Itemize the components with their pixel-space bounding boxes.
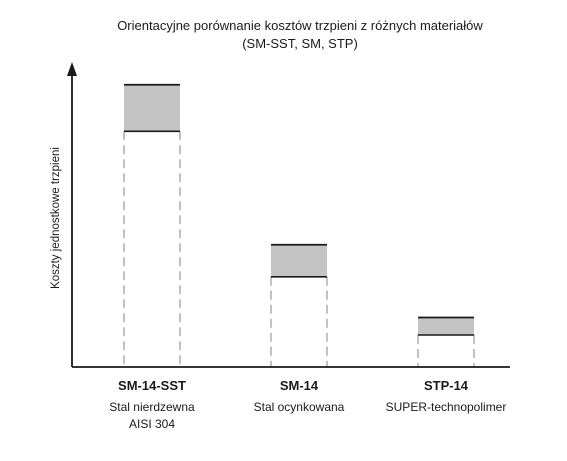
chart-subtitle: (SM-SST, SM, STP): [242, 36, 358, 51]
y-axis-arrow: [67, 62, 77, 76]
category-description: Stal ocynkowana: [254, 400, 345, 414]
cost-range-bar: [271, 244, 327, 277]
y-axis-label: Koszty jednostkowe trzpieni: [50, 147, 62, 289]
cost-range-bar: [418, 317, 474, 335]
chart-title: Orientacyjne porównanie kosztów trzpieni…: [117, 18, 483, 33]
category-description: AISI 304: [129, 417, 175, 431]
chart-marks: [123, 83, 475, 367]
category-name: SM-14: [280, 378, 319, 393]
cost-range-bar: [124, 84, 180, 132]
category-description: Stal nierdzewna: [109, 400, 195, 414]
category-description: SUPER-technopolimer: [386, 400, 507, 414]
category-name: STP-14: [424, 378, 469, 393]
category-name: SM-14-SST: [118, 378, 186, 393]
category-labels: SM-14-SST Stal nierdzewna AISI 304 SM-14 Sta…: [109, 378, 506, 431]
